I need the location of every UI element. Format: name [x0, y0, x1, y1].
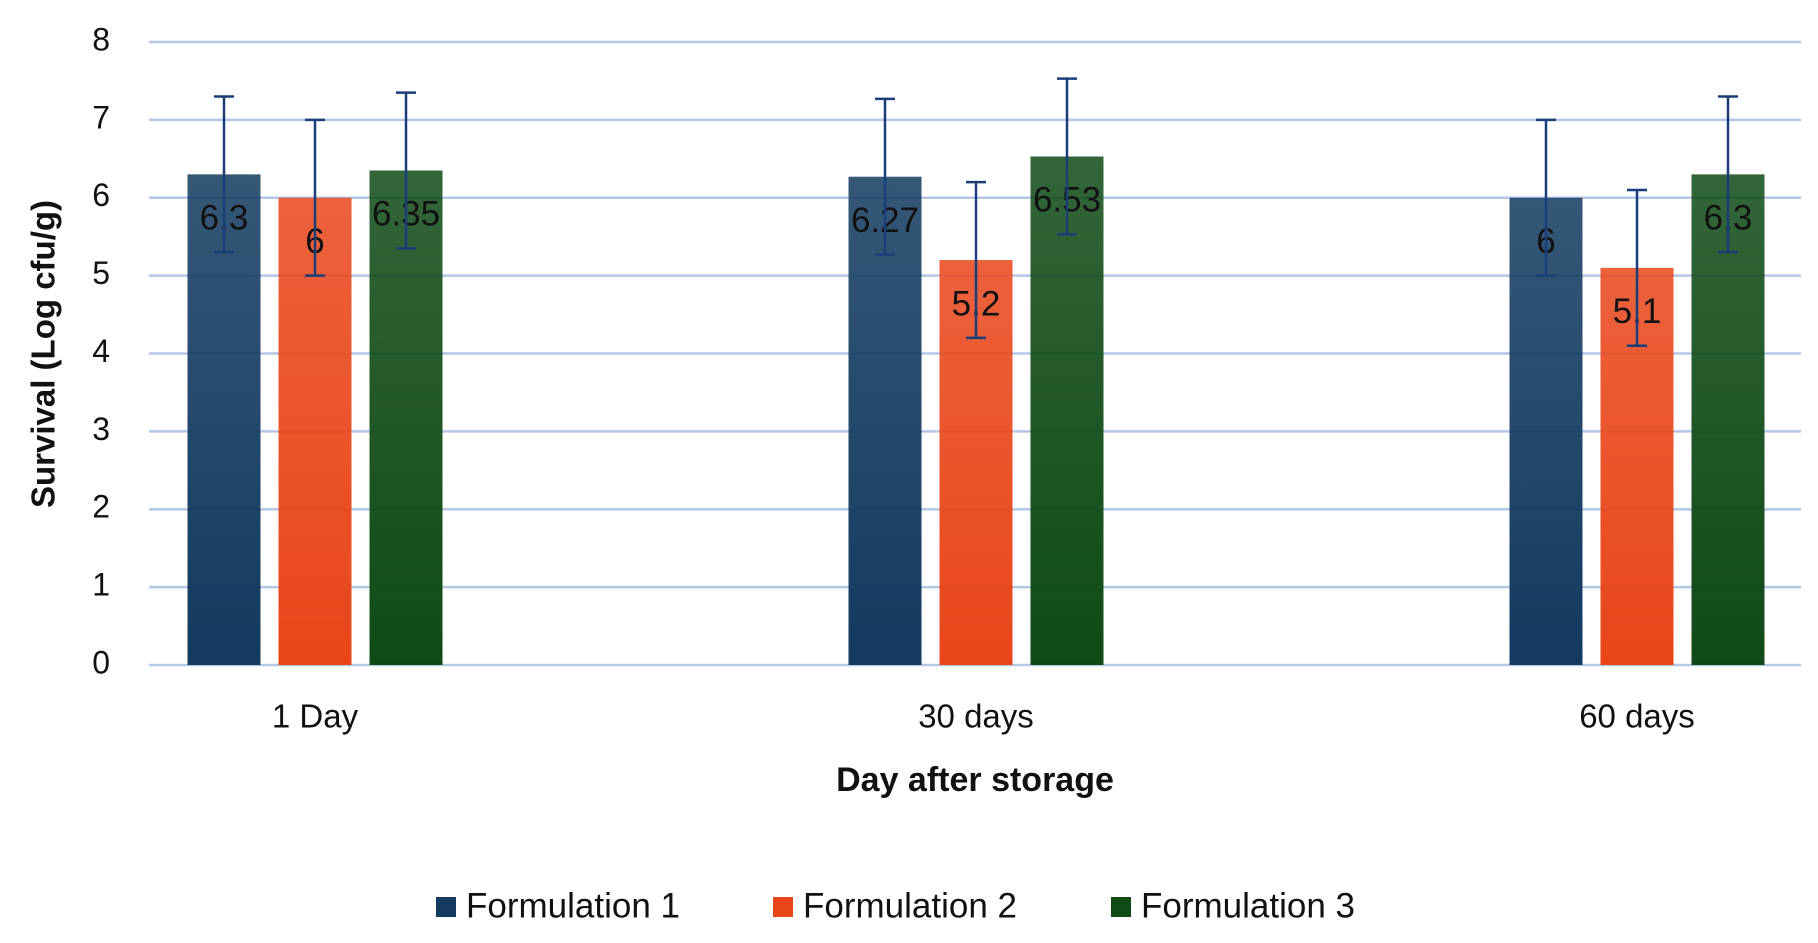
- y-tick-label: 4: [92, 333, 110, 369]
- y-tick-label: 6: [92, 177, 110, 213]
- x-tick-label: 1 Day: [272, 698, 359, 735]
- error-bar: [305, 118, 325, 277]
- legend-label: Formulation 2: [803, 886, 1017, 925]
- error-bar: [1627, 188, 1647, 347]
- y-tick-label: 8: [92, 21, 110, 57]
- y-tick-label: 1: [92, 567, 110, 603]
- legend-swatch: [1111, 897, 1131, 917]
- y-tick-label: 2: [92, 489, 110, 525]
- legend-label: Formulation 1: [466, 886, 680, 925]
- error-bar: [214, 95, 234, 254]
- legend-swatch: [436, 897, 456, 917]
- bar: [187, 174, 261, 665]
- y-tick-label: 5: [92, 255, 110, 291]
- legend-label: Formulation 3: [1141, 886, 1355, 925]
- error-bar: [396, 91, 416, 250]
- y-tick-label: 0: [92, 644, 110, 680]
- error-bar: [1718, 95, 1738, 254]
- x-tick-label: 60 days: [1579, 698, 1695, 735]
- y-axis-title: Survival (Log cfu/g): [25, 200, 62, 508]
- error-bar: [875, 97, 895, 256]
- bar: [848, 176, 922, 665]
- error-bar: [966, 180, 986, 340]
- legend-swatch: [773, 897, 793, 917]
- x-tick-label: 30 days: [918, 698, 1034, 735]
- bar: [1030, 156, 1104, 665]
- error-bar: [1057, 77, 1077, 236]
- bar: [369, 170, 443, 665]
- x-axis-title: Day after storage: [836, 761, 1114, 799]
- error-bar: [1536, 118, 1556, 277]
- bar: [1691, 174, 1765, 665]
- y-tick-label: 3: [92, 411, 110, 447]
- y-tick-label: 7: [92, 99, 110, 135]
